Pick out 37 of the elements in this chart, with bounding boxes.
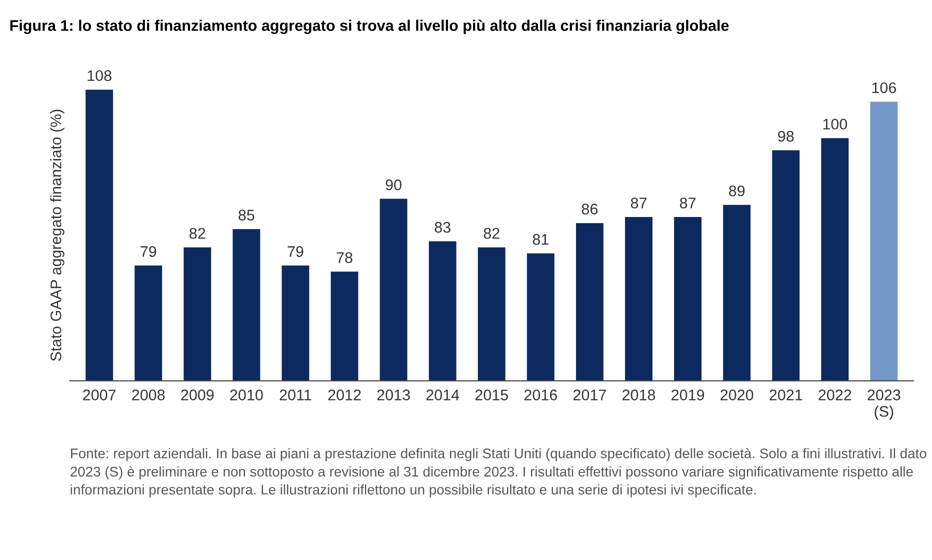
data-label: 79 — [288, 246, 304, 257]
data-label: 87 — [680, 198, 696, 208]
data-label: 83 — [434, 222, 450, 233]
data-label: 78 — [336, 252, 352, 264]
data-label: 90 — [386, 179, 402, 190]
x-tick-label: 2023 (S) — [868, 390, 900, 420]
data-label: 89 — [728, 185, 745, 196]
x-tick-label: 2015 — [475, 390, 508, 400]
y-axis-title: Stato GAAP aggregato finanziato (%) — [50, 110, 64, 361]
x-tick-label: 2020 — [720, 390, 754, 400]
x-tick-label: 2019 — [672, 390, 704, 400]
x-tick-label: 2012 — [328, 390, 361, 400]
chart-title: Figura 1: lo stato di finanziamento aggregato si trova al livello più alto dalla crisi finanziaria globale — [10, 20, 729, 34]
data-label: 108 — [88, 70, 112, 82]
x-tick-label: 2013 — [377, 390, 410, 400]
data-label: 106 — [872, 82, 896, 94]
data-label: 87 — [630, 198, 646, 208]
data-label: 86 — [582, 204, 598, 214]
data-label: 100 — [823, 118, 848, 130]
data-label: 85 — [238, 210, 254, 221]
x-tick-label: 2011 — [280, 390, 312, 400]
data-label: 81 — [532, 234, 548, 245]
data-label: 98 — [778, 130, 794, 142]
data-label: 79 — [140, 246, 156, 257]
data-label: 82 — [484, 228, 500, 239]
x-tick-label: 2014 — [426, 390, 460, 400]
x-tick-label: 2009 — [181, 390, 214, 400]
x-tick-label: 2007 — [83, 390, 116, 400]
x-tick-label: 2010 — [230, 390, 263, 400]
x-tick-label: 2021 — [770, 390, 802, 400]
x-tick-label: 2022 — [818, 390, 852, 400]
x-tick-label: 2016 — [524, 390, 557, 400]
x-tick-label: 2018 — [622, 390, 656, 400]
x-tick-label: 2017 — [573, 390, 606, 400]
source-note: Fonte: report aziendali. In base ai piani a prestazione definita negli Stati Uniti (quando specificato) delle società. Solo a fini illustrativi. Il dato 2023 (S) è preliminare e non sottoposto a revisione al 31 dicembre 2023. I risultati effettivi possono variare significativamente rispetto alle informazioni presentate sopra. Le illustrazioni riflettono un possibile risultato e una serie di ipotesi ivi specificate. — [70, 448, 926, 498]
data-label: 82 — [190, 228, 206, 239]
x-tick-label: 2008 — [132, 390, 165, 400]
